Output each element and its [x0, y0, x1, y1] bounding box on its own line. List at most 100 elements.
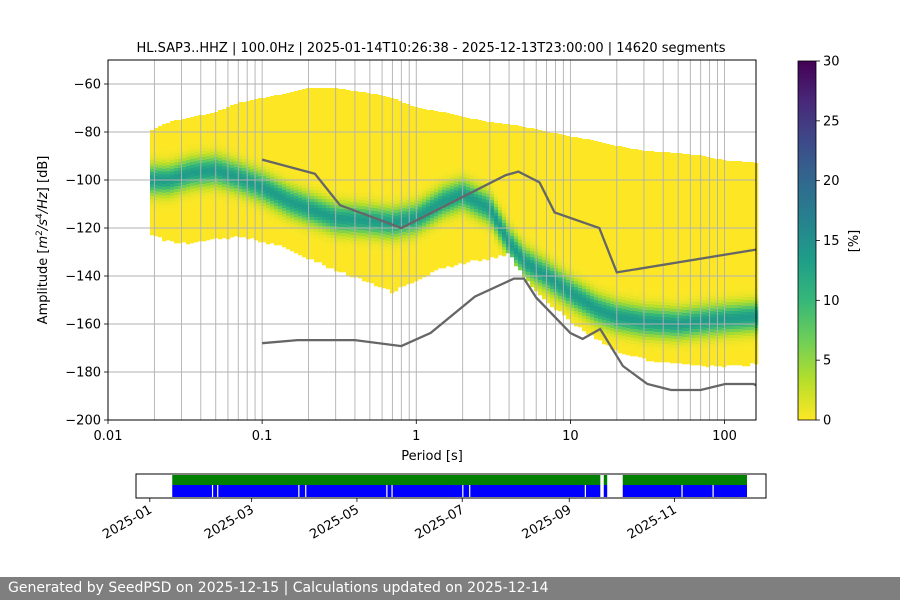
density-cell [530, 131, 535, 135]
density-cell [490, 152, 495, 156]
density-cell [242, 201, 247, 205]
density-cell [250, 169, 255, 173]
density-cell [302, 245, 307, 249]
density-cell [506, 250, 511, 254]
density-cell [210, 167, 215, 171]
density-cell [434, 240, 439, 244]
density-cell [462, 246, 467, 250]
density-cell [518, 201, 523, 205]
density-cell [382, 198, 387, 202]
density-cell [350, 271, 355, 275]
density-cell [358, 251, 363, 255]
density-cell [514, 158, 519, 162]
density-cell [278, 206, 283, 210]
density-cell [498, 219, 503, 223]
density-cell [510, 185, 515, 189]
density-cell [274, 182, 279, 186]
density-cell [494, 249, 499, 253]
density-cell [330, 211, 335, 215]
density-cell [258, 143, 263, 147]
density-cell [338, 173, 343, 177]
density-cell [342, 146, 347, 150]
density-cell [462, 183, 467, 187]
density-cell [270, 228, 275, 232]
density-cell [434, 174, 439, 178]
density-cell [150, 181, 155, 185]
density-cell [334, 256, 339, 260]
density-cell [374, 265, 379, 269]
density-cell [218, 167, 223, 171]
density-cell [478, 141, 483, 145]
density-cell [218, 218, 223, 222]
density-cell [182, 209, 187, 213]
density-cell [438, 244, 443, 248]
density-cell [314, 250, 319, 254]
density-cell [190, 201, 195, 205]
density-cell [382, 102, 387, 106]
density-cell [494, 225, 499, 229]
density-cell [194, 206, 199, 210]
density-cell [354, 184, 359, 188]
density-cell [166, 165, 171, 169]
density-cell [270, 237, 275, 241]
density-cell [410, 160, 415, 164]
density-cell [510, 203, 515, 207]
density-cell [378, 179, 383, 183]
density-cell [362, 164, 367, 168]
density-cell [514, 173, 519, 177]
density-cell [286, 120, 291, 124]
density-cell [202, 220, 207, 224]
density-cell [490, 146, 495, 150]
density-cell [526, 203, 531, 207]
density-cell [362, 185, 367, 189]
density-cell [278, 191, 283, 195]
density-cell [374, 163, 379, 167]
density-cell [182, 155, 187, 159]
density-cell [438, 115, 443, 119]
density-cell [158, 150, 163, 154]
density-cell [378, 173, 383, 177]
density-cell [238, 168, 243, 172]
density-cell [366, 153, 371, 157]
density-cell [394, 147, 399, 151]
density-cell [318, 184, 323, 188]
density-cell [194, 128, 199, 132]
density-cell [238, 123, 243, 127]
density-cell [210, 233, 215, 237]
density-cell [482, 145, 487, 149]
density-cell [402, 163, 407, 167]
density-cell [150, 148, 155, 152]
density-cell [250, 142, 255, 146]
density-cell [374, 124, 379, 128]
density-cell [158, 168, 163, 172]
density-cell [358, 194, 363, 198]
density-cell [462, 243, 467, 247]
density-cell [418, 243, 423, 247]
density-cell [154, 209, 159, 213]
density-cell [446, 137, 451, 141]
density-cell [422, 244, 427, 248]
density-cell [402, 142, 407, 146]
density-cell [234, 134, 239, 138]
density-cell [402, 136, 407, 140]
density-cell [310, 133, 315, 137]
density-cell [322, 121, 327, 125]
density-cell [182, 158, 187, 162]
density-cell [418, 261, 423, 265]
density-cell [470, 143, 475, 147]
density-cell [514, 188, 519, 192]
density-cell [270, 129, 275, 133]
density-cell [362, 197, 367, 201]
density-cell [254, 153, 259, 157]
density-cell [338, 110, 343, 114]
density-cell [218, 215, 223, 219]
density-cell [362, 191, 367, 195]
density-cell [362, 200, 367, 204]
density-cell [222, 127, 227, 131]
density-cell [430, 209, 435, 213]
density-cell [422, 205, 427, 209]
density-cell [230, 156, 235, 160]
density-cell [186, 181, 191, 185]
density-cell [238, 147, 243, 151]
density-cell [394, 123, 399, 127]
